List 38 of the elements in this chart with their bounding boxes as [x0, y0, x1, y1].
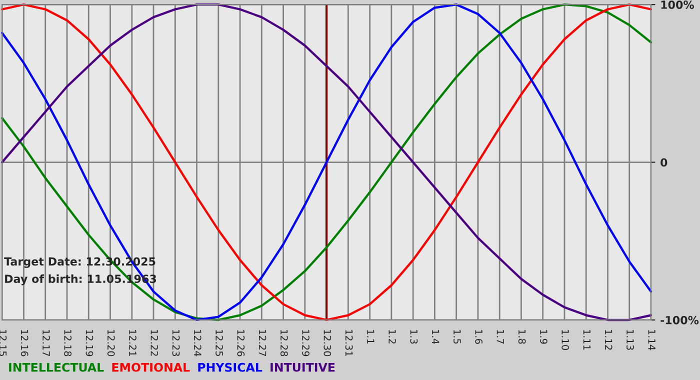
x-tick-label: 1.6 [475, 330, 482, 344]
y-tick-label: 100% [661, 0, 694, 9]
x-tick-label: 12.19 [86, 330, 94, 356]
y-tick-label: 0 [660, 158, 668, 167]
x-tick-label: 1.11 [583, 330, 591, 350]
x-tick-label: 1.14 [648, 330, 656, 350]
y-tick-label: -100% [660, 316, 699, 324]
x-tick-label: 1.5 [454, 330, 461, 344]
x-tick-label: 12.30 [324, 330, 332, 356]
x-tick-label: 12.26 [237, 330, 245, 356]
x-tick-label: 1.9 [540, 330, 548, 344]
x-tick-label: 1.3 [410, 330, 418, 344]
x-tick-label: 12.29 [302, 330, 310, 356]
x-tick-label: 12.18 [64, 330, 72, 356]
x-tick-label: 12.22 [150, 330, 158, 356]
text: EMOTIONAL [112, 362, 190, 372]
x-tick-label: 1.2 [388, 330, 396, 344]
text: INTUITIVE [270, 363, 335, 372]
x-tick-label: 1.7 [496, 330, 504, 344]
x-tick-label: 12.16 [20, 330, 28, 356]
x-tick-label: 12.24 [194, 330, 202, 356]
x-tick-label: 12.28 [280, 330, 288, 356]
x-tick-label: 12.23 [172, 330, 180, 356]
x-tick-label: 12.17 [42, 330, 50, 356]
x-tick-label: 1.1 [367, 330, 374, 344]
x-tick-label: 1.10 [562, 330, 570, 350]
x-tick-label: 12.20 [107, 330, 115, 356]
line-series [0, 3, 652, 322]
x-tick-label: 12.27 [258, 330, 266, 356]
x-tick-label: 12.25 [216, 330, 223, 356]
text: PHYSICAL [198, 362, 262, 372]
x-tick-label: 1.13 [626, 330, 634, 350]
text: INTELLECTUAL [9, 362, 104, 372]
x-tick-label: 12.21 [129, 330, 136, 356]
x-tick-label: 1.4 [432, 330, 440, 344]
x-tick-label: 1.12 [605, 330, 612, 350]
x-tick-label: 1.8 [518, 330, 526, 344]
x-tick-label: 12.31 [345, 330, 353, 356]
